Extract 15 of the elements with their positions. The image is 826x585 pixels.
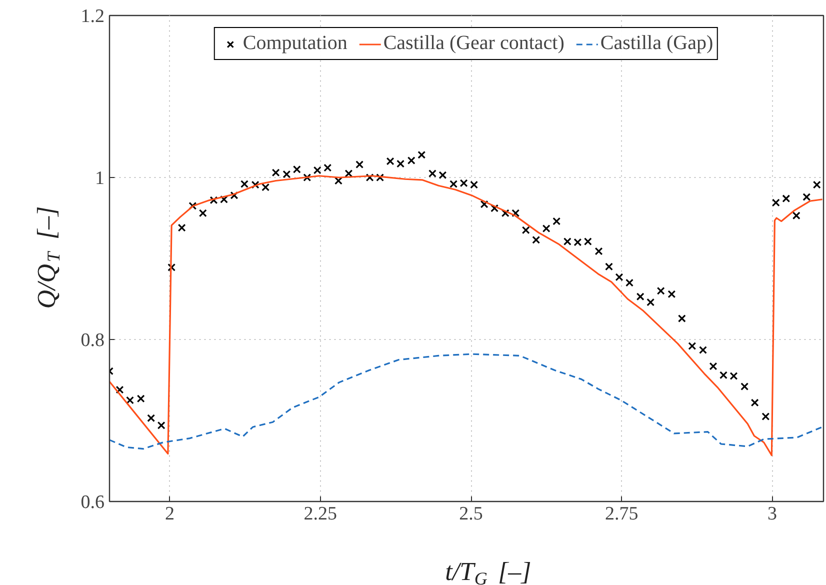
x-tick-label: 2.5 — [459, 504, 483, 524]
legend-label: Computation — [242, 32, 348, 55]
line-series — [110, 353, 824, 450]
legend-label: Castilla (Gear contact) — [383, 32, 564, 55]
x-tick-label: 2.25 — [304, 504, 338, 524]
y-axis-title: Q/QT [–] — [32, 206, 64, 309]
y-tick-label: 0.6 — [80, 492, 104, 513]
y-tick-label: 1.2 — [80, 6, 104, 27]
line-series — [110, 175, 824, 456]
y-tick-label: 1 — [95, 168, 104, 189]
x-tick-label: 2.75 — [605, 504, 638, 524]
legend-label: Castilla (Gap) — [600, 32, 714, 55]
y-tick-label: 0.8 — [80, 330, 104, 351]
x-tick-label: 3 — [768, 504, 778, 524]
x-tick-label: 2 — [165, 504, 175, 524]
